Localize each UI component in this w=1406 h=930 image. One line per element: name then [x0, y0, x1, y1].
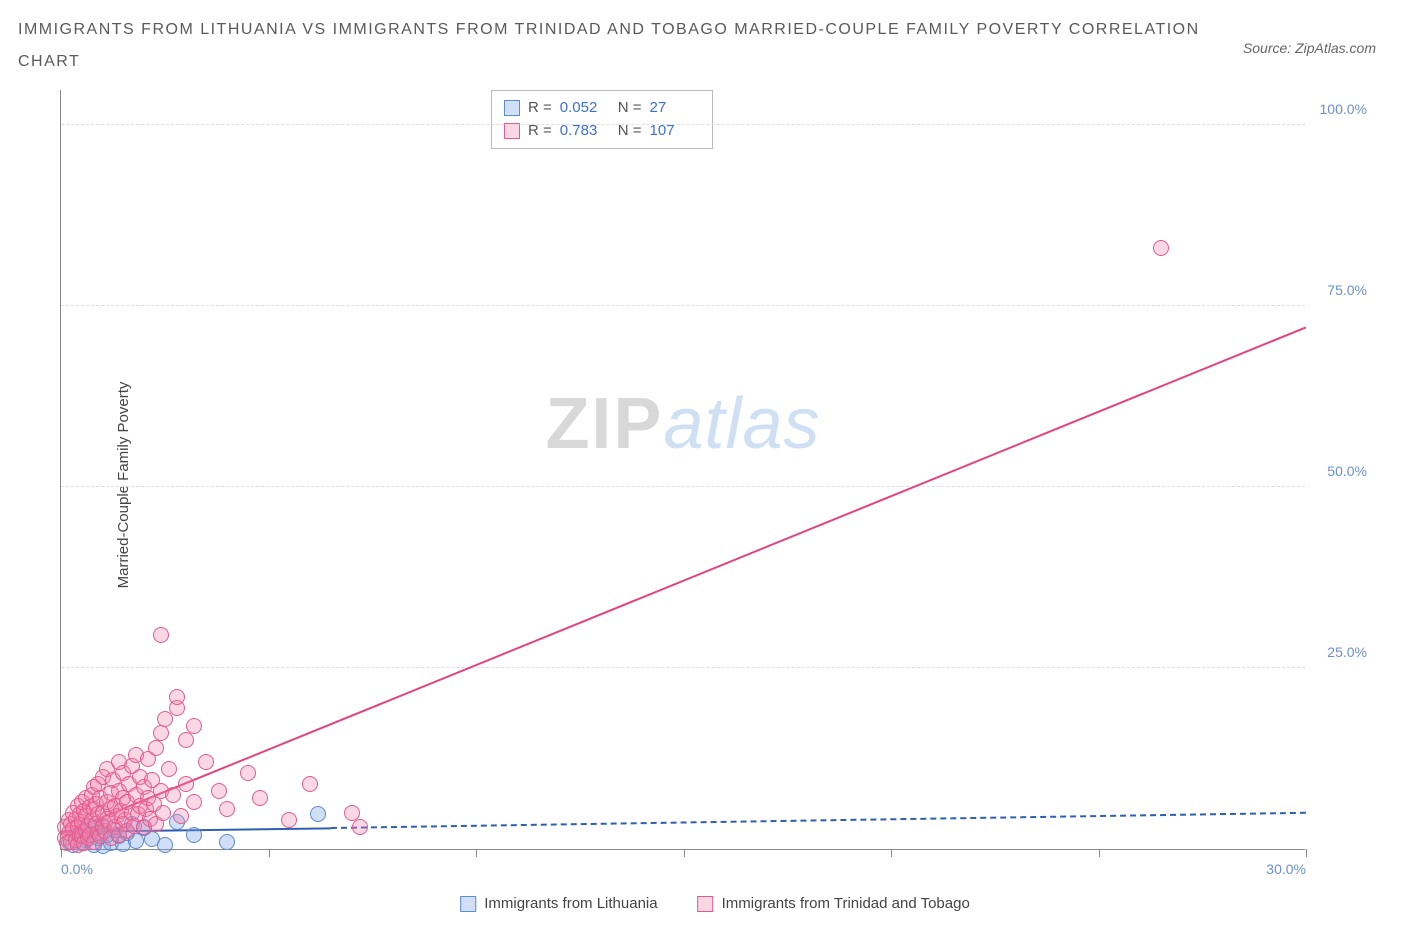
- data-point-lithuania: [310, 806, 326, 822]
- scatter-plot: ZIPatlas R = 0.052 N = 27 R = 0.783 N = …: [60, 90, 1305, 850]
- data-point-trinidad: [153, 725, 169, 741]
- data-point-trinidad: [240, 765, 256, 781]
- watermark: ZIPatlas: [545, 383, 820, 465]
- data-point-trinidad: [281, 812, 297, 828]
- x-tick-label: 0.0%: [61, 861, 93, 877]
- trend-line: [331, 812, 1306, 829]
- data-point-lithuania: [157, 837, 173, 853]
- chart-title: IMMIGRANTS FROM LITHUANIA VS IMMIGRANTS …: [18, 14, 1206, 78]
- swatch-trinidad: [698, 896, 714, 912]
- n-label: N =: [618, 97, 642, 120]
- gridline: [61, 667, 1305, 668]
- bottom-legend: Immigrants from Lithuania Immigrants fro…: [460, 895, 970, 912]
- data-point-trinidad: [173, 808, 189, 824]
- r-value-lithuania: 0.052: [560, 97, 610, 120]
- gridline: [61, 486, 1305, 487]
- r-label: R =: [528, 97, 552, 120]
- x-tick: [61, 849, 62, 857]
- data-point-trinidad: [148, 740, 164, 756]
- data-point-trinidad: [352, 819, 368, 835]
- data-point-trinidad: [219, 801, 235, 817]
- chart-area: Married-Couple Family Poverty ZIPatlas R…: [60, 90, 1370, 880]
- r-value-trinidad: 0.783: [560, 120, 610, 143]
- data-point-trinidad: [344, 805, 360, 821]
- x-tick: [684, 849, 685, 857]
- x-tick: [1306, 849, 1307, 857]
- data-point-trinidad: [211, 783, 227, 799]
- x-tick: [476, 849, 477, 857]
- data-point-trinidad: [198, 754, 214, 770]
- data-point-trinidad: [169, 689, 185, 705]
- legend-stats-box: R = 0.052 N = 27 R = 0.783 N = 107: [491, 90, 713, 149]
- x-tick: [1099, 849, 1100, 857]
- swatch-lithuania: [504, 100, 520, 116]
- data-point-lithuania: [186, 827, 202, 843]
- data-point-lithuania: [219, 834, 235, 850]
- y-tick-label: 25.0%: [1312, 644, 1367, 660]
- x-tick-label: 30.0%: [1266, 861, 1306, 877]
- legend-item-lithuania: Immigrants from Lithuania: [460, 895, 657, 912]
- y-tick-label: 100.0%: [1312, 101, 1367, 117]
- data-point-trinidad: [153, 627, 169, 643]
- data-point-trinidad: [178, 776, 194, 792]
- data-point-trinidad: [178, 732, 194, 748]
- legend-label-trinidad: Immigrants from Trinidad and Tobago: [722, 895, 970, 912]
- swatch-lithuania: [460, 896, 476, 912]
- data-point-trinidad: [1153, 240, 1169, 256]
- data-point-trinidad: [155, 805, 171, 821]
- x-tick: [269, 849, 270, 857]
- legend-item-trinidad: Immigrants from Trinidad and Tobago: [698, 895, 970, 912]
- data-point-trinidad: [186, 718, 202, 734]
- gridline: [61, 124, 1305, 125]
- y-tick-label: 50.0%: [1312, 463, 1367, 479]
- legend-label-lithuania: Immigrants from Lithuania: [484, 895, 657, 912]
- r-label: R =: [528, 120, 552, 143]
- data-point-trinidad: [252, 790, 268, 806]
- x-tick: [891, 849, 892, 857]
- legend-stats-row-lithuania: R = 0.052 N = 27: [504, 97, 700, 120]
- data-point-trinidad: [186, 794, 202, 810]
- trend-line: [61, 326, 1307, 835]
- n-value-lithuania: 27: [650, 97, 700, 120]
- legend-stats-row-trinidad: R = 0.783 N = 107: [504, 120, 700, 143]
- source-attribution: Source: ZipAtlas.com: [1243, 40, 1376, 56]
- data-point-trinidad: [302, 776, 318, 792]
- gridline: [61, 305, 1305, 306]
- data-point-trinidad: [161, 761, 177, 777]
- n-value-trinidad: 107: [650, 120, 700, 143]
- n-label: N =: [618, 120, 642, 143]
- y-tick-label: 75.0%: [1312, 282, 1367, 298]
